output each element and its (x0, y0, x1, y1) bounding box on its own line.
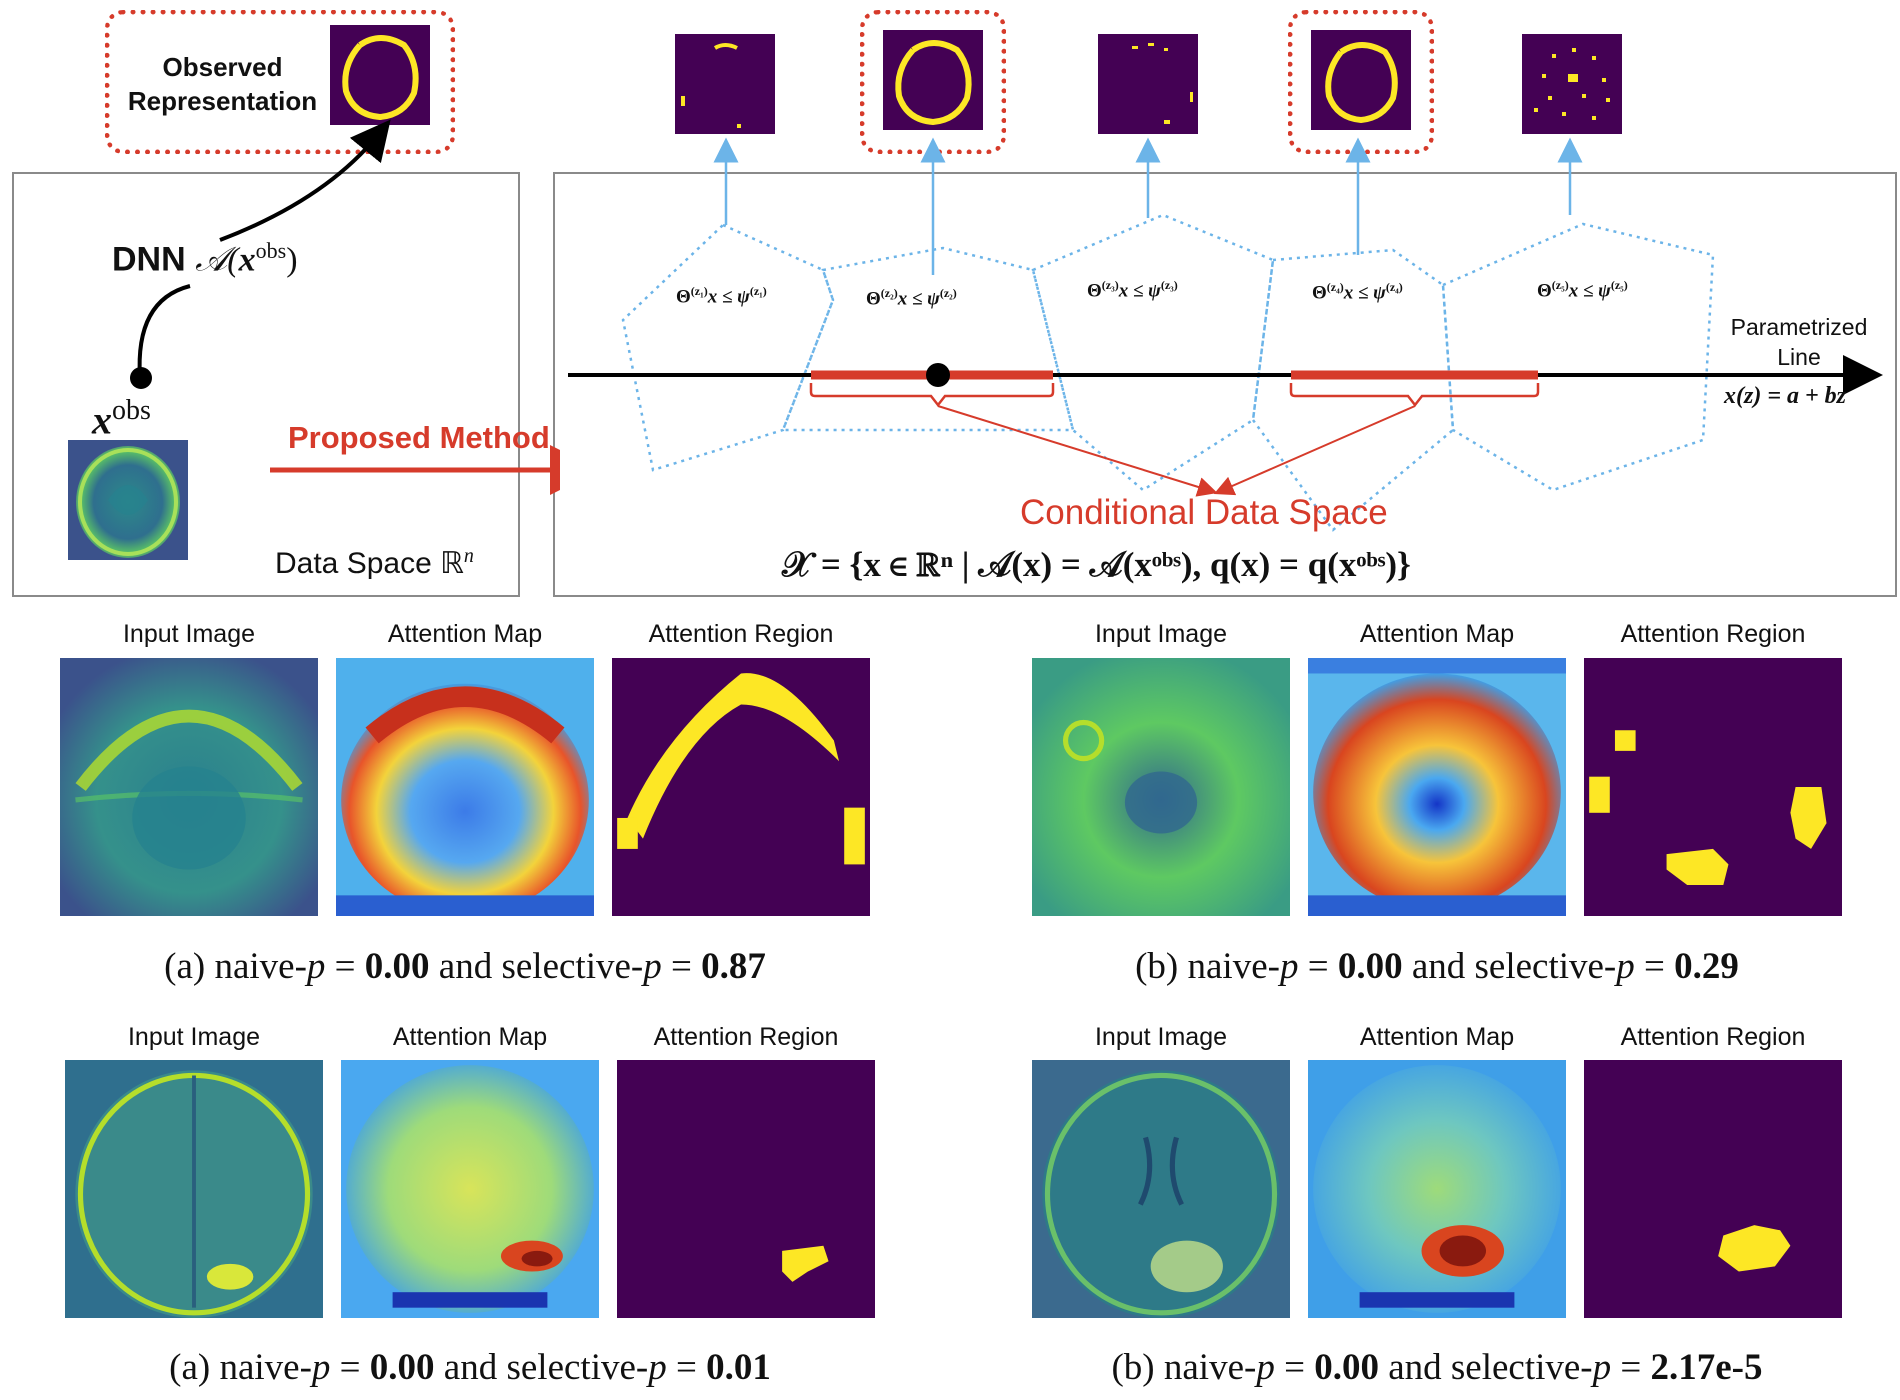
attention-map (1308, 1060, 1566, 1318)
x-obs-label: xobs (92, 395, 151, 443)
attention-region (1584, 1060, 1842, 1318)
attention-region (617, 1060, 875, 1318)
panel-title-input: Input Image (1094, 620, 1228, 648)
panel-title-attention-region: Attention Region (648, 620, 834, 648)
data-space-sup: n (463, 545, 474, 567)
dnn-formula: DNN 𝒜(xobs) (112, 238, 298, 279)
caption: (b) naive-p = 0.00 and selective-p = 2.1… (1111, 1347, 1763, 1388)
region-label-4: Θ(z₄)x ≤ ψ(z₄) (1312, 280, 1403, 304)
panel-title-attention-map: Attention Map (392, 1023, 548, 1051)
observed-label: Observed Representation (127, 52, 318, 116)
input-image (65, 1060, 323, 1318)
attention-region (612, 658, 870, 916)
input-image (1032, 1060, 1290, 1318)
input-image (1032, 658, 1290, 916)
param-eq: x(z) = a + bz (1724, 383, 1847, 409)
panel-title-input: Input Image (127, 1023, 261, 1051)
left-connectors (130, 119, 560, 495)
region-label-3: Θ(z₃)x ≤ ψ(z₃) (1087, 278, 1178, 302)
param-line-2: Line (1777, 344, 1821, 370)
panel-title-attention-map: Attention Map (1359, 620, 1515, 648)
attention-map (1308, 658, 1566, 916)
caption: (a) naive-p = 0.00 and selective-p = 0.8… (164, 946, 766, 987)
param-line-label: Parametrized Line (1718, 312, 1880, 372)
observed-image (330, 25, 430, 125)
panel-title-attention-map: Attention Map (1359, 1023, 1515, 1051)
data-space-label: Data Space ℝn (275, 545, 474, 581)
set-formula: 𝒳 = {x ∈ ℝⁿ | 𝒜(x) = 𝒜(xᵒᵇˢ), q(x) = q(x… (782, 545, 1411, 584)
data-space-box (12, 172, 520, 597)
dnn-label: DNN (112, 240, 186, 279)
caption: (b) naive-p = 0.00 and selective-p = 0.2… (1135, 946, 1739, 987)
x-obs-sup: obs (112, 395, 151, 426)
data-space-text: Data Space ℝ (275, 547, 464, 580)
region-image-3 (1098, 34, 1198, 134)
dnn-paren: ) (286, 241, 298, 279)
region-label-1: Θ(z₁)x ≤ ψ(z₁) (676, 284, 767, 308)
region-image-5 (1522, 34, 1622, 134)
region-image-1 (675, 34, 775, 134)
x-obs-image (68, 440, 188, 560)
panel-title-attention-map: Attention Map (387, 620, 543, 648)
attention-region (1584, 658, 1842, 916)
dnn-obs-sup: obs (255, 238, 287, 263)
input-image (60, 658, 318, 916)
region-image-4 (1311, 30, 1411, 130)
param-line-1: Parametrized (1730, 314, 1868, 340)
dnn-func: 𝒜( (195, 241, 239, 279)
parametrized-diagram (568, 137, 1883, 532)
panel-title-input: Input Image (1094, 1023, 1228, 1051)
region-image-2 (883, 30, 983, 130)
panel-title-input: Input Image (122, 620, 256, 648)
region-label-2: Θ(z₂)x ≤ ψ(z₂) (866, 286, 957, 310)
dnn-x: x (238, 241, 256, 279)
attention-map (341, 1060, 599, 1318)
panel-title-attention-region: Attention Region (1620, 620, 1806, 648)
proposed-method-label: Proposed Method (288, 420, 550, 455)
panel-title-attention-region: Attention Region (1620, 1023, 1806, 1051)
parametrized-box (553, 172, 1897, 597)
conditional-label: Conditional Data Space (1020, 493, 1388, 532)
x-obs-x: x (92, 397, 112, 443)
region-label-5: Θ(z₅)x ≤ ψ(z₅) (1537, 278, 1628, 302)
panel-title-attention-region: Attention Region (653, 1023, 839, 1051)
caption: (a) naive-p = 0.00 and selective-p = 0.0… (169, 1347, 771, 1388)
observed-callout (105, 10, 455, 154)
attention-map (336, 658, 594, 916)
